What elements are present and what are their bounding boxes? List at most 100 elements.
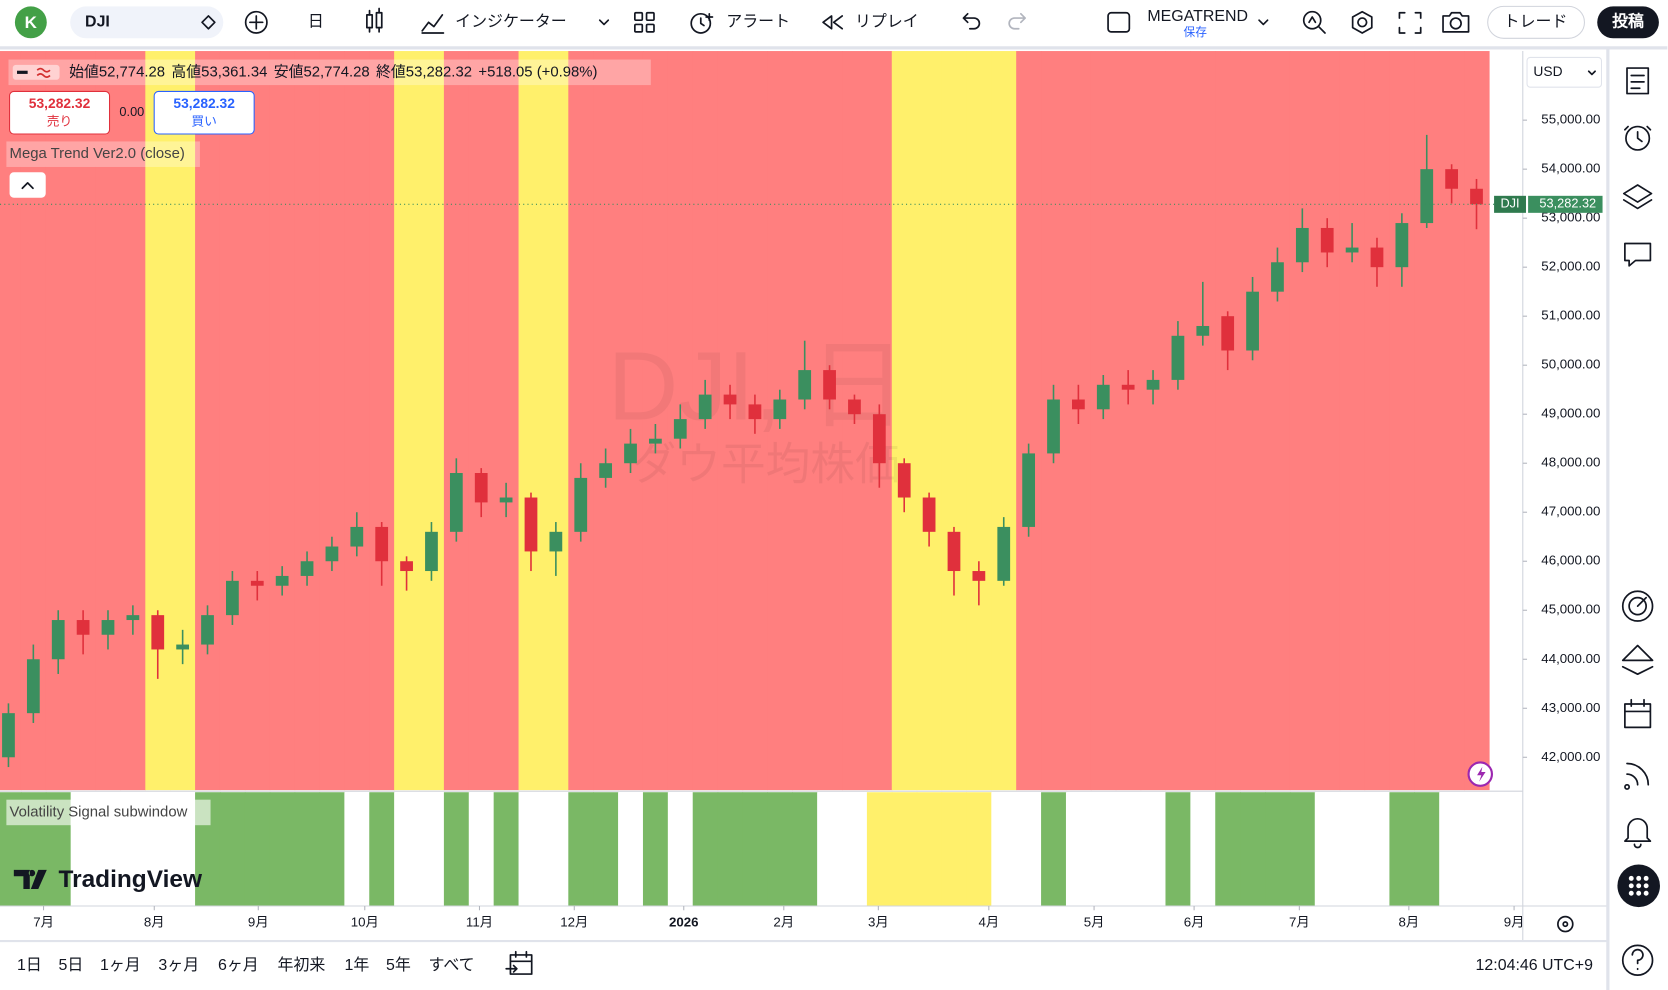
trend-band	[966, 51, 992, 791]
candle-body	[1047, 399, 1060, 454]
lightning[interactable]	[1467, 761, 1494, 787]
range-button[interactable]: 5年	[386, 956, 411, 974]
watermark-symbol: DJI, 日	[608, 330, 907, 440]
volatility-bar	[543, 792, 569, 907]
replay[interactable]: リプレイ	[855, 13, 919, 31]
trend-band	[1389, 51, 1415, 791]
candle-body	[449, 473, 463, 532]
avatar[interactable]	[14, 6, 47, 39]
legend-bg	[8, 59, 651, 86]
range-button[interactable]: 1ヶ月	[100, 957, 141, 974]
target-icon[interactable]	[1621, 590, 1654, 622]
sell-button[interactable]	[9, 90, 111, 135]
range-button[interactable]: すべて	[429, 956, 475, 974]
alert[interactable]: アラート	[726, 14, 790, 31]
symbol-search[interactable]	[70, 6, 224, 39]
trend-band	[618, 51, 644, 791]
trend-band	[568, 51, 594, 791]
alert-icon[interactable]	[690, 12, 714, 34]
trend-band	[294, 51, 321, 791]
candle-body	[1271, 262, 1284, 292]
trend-band	[394, 51, 420, 791]
volatility-bar	[817, 792, 843, 907]
candle-body	[425, 531, 438, 572]
compare-icon[interactable]	[244, 10, 268, 34]
candle-body	[300, 561, 314, 576]
trade-button[interactable]	[1487, 5, 1585, 39]
candle-body	[997, 526, 1011, 581]
range-button[interactable]: 年初来	[278, 956, 326, 974]
indicator-label[interactable]: Mega Trend Ver2.0 (close)	[10, 146, 185, 162]
trend-band	[1289, 51, 1316, 791]
undo-icon[interactable]	[962, 12, 981, 30]
logo: TradingView	[13, 866, 203, 893]
axis-settings[interactable]	[1557, 915, 1574, 933]
alerts-icon[interactable]	[1624, 125, 1652, 151]
candle-body	[1146, 379, 1160, 390]
y-tick-label: 44,000.00	[1541, 651, 1600, 666]
trend-band	[1115, 51, 1142, 791]
ohlc-change: +518.05 (+0.98%)	[478, 64, 597, 80]
search-icon[interactable]	[1302, 10, 1326, 34]
y-tick-label: 52,000.00	[1541, 259, 1600, 274]
collapse-button[interactable]	[9, 172, 46, 198]
volatility-bar	[1041, 792, 1067, 907]
symbol-tag-bg	[1494, 195, 1526, 213]
diamond-icon[interactable]	[201, 15, 216, 30]
indicators[interactable]: インジケーター	[455, 13, 567, 31]
settings-icon[interactable]	[1351, 10, 1373, 34]
fullscreen-icon[interactable]	[1398, 11, 1422, 34]
range-button[interactable]: 5日	[58, 957, 83, 974]
y-tick-label: 48,000.00	[1541, 455, 1600, 470]
volatility-bar	[244, 792, 271, 907]
candle-body	[922, 497, 936, 532]
x-tick-label: 9月	[1504, 915, 1525, 930]
trend-band	[419, 51, 445, 791]
layout-name[interactable]: MEGATREND	[1147, 8, 1248, 25]
candle-body	[798, 370, 812, 400]
replay-icon[interactable]	[822, 15, 844, 30]
help-icon[interactable]	[1621, 944, 1654, 976]
chevron[interactable]	[598, 19, 610, 26]
calendar-icon[interactable]	[1624, 698, 1652, 729]
trend-band	[443, 51, 470, 791]
indicator-icon[interactable]	[421, 14, 445, 34]
trend-band	[941, 51, 968, 791]
trend-band	[642, 51, 669, 791]
layouts-icon[interactable]	[633, 11, 655, 33]
layout-icon[interactable]	[1107, 11, 1131, 33]
range-button[interactable]: 6ヶ月	[218, 957, 259, 974]
chevron[interactable]	[1258, 19, 1269, 26]
trend-band	[369, 51, 395, 791]
goto-date-icon[interactable]	[505, 950, 533, 975]
range-button[interactable]: 1年	[345, 956, 370, 974]
watchlist-icon[interactable]	[1626, 67, 1650, 95]
candle-body	[400, 561, 413, 572]
feed-icon[interactable]	[1624, 762, 1650, 790]
candle-body	[126, 615, 140, 621]
trend-band	[95, 51, 122, 791]
range-button[interactable]: 3ヶ月	[158, 957, 199, 974]
snapshot-icon[interactable]	[1442, 11, 1470, 33]
candle-body	[848, 399, 861, 415]
ideas-icon[interactable]	[1621, 644, 1654, 676]
interval[interactable]: 日	[308, 14, 324, 31]
publish-button[interactable]	[1597, 6, 1659, 39]
chat-icon[interactable]	[1624, 242, 1652, 267]
chart-type-icon[interactable]	[366, 7, 383, 33]
redo-icon	[1008, 12, 1026, 30]
volatility-bar	[593, 792, 619, 907]
range-button[interactable]: 1日	[17, 957, 42, 974]
avatar-letter: K	[25, 13, 38, 32]
layers-icon[interactable]	[1622, 184, 1653, 210]
currency-button[interactable]	[1526, 56, 1603, 88]
candle-body	[1345, 247, 1359, 253]
buy-button[interactable]	[153, 90, 255, 135]
trend-band	[1140, 51, 1167, 791]
notification-icon[interactable]	[1624, 817, 1652, 849]
trend-band	[1265, 51, 1291, 791]
subwindow-label[interactable]: Volatility Signal subwindow	[10, 804, 188, 820]
candle-body	[872, 414, 886, 464]
candle-body	[673, 419, 687, 439]
legend-toggle[interactable]	[12, 64, 60, 80]
